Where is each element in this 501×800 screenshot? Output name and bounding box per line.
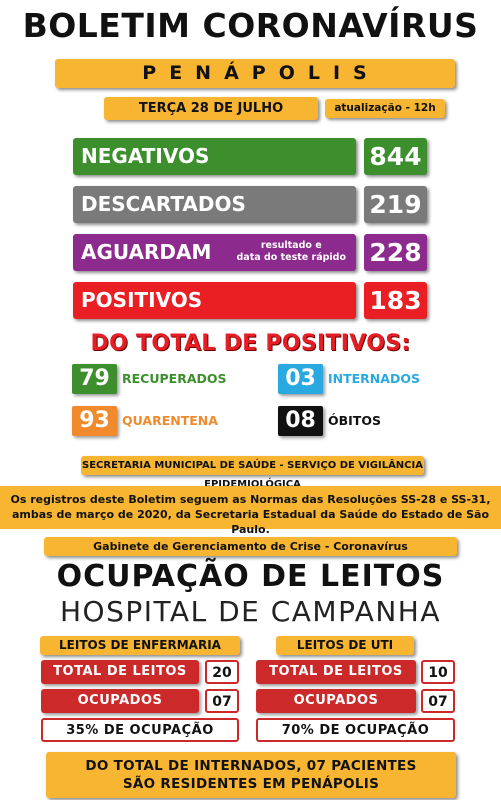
enfermaria-header: LEITOS DE ENFERMARIA (40, 636, 240, 655)
internados-value: 03 (278, 364, 323, 394)
negativos-value: 844 (364, 138, 427, 175)
uti-total-value: 10 (421, 660, 455, 684)
enfermaria-ocupados-value: 07 (205, 689, 239, 713)
normas-line1: Os registros deste Boletim seguem as Nor… (10, 493, 491, 506)
aguardam-note-line2: data do teste rápido (236, 252, 346, 263)
enfermaria-total-label: TOTAL DE LEITOS (41, 660, 199, 684)
uti-header: LEITOS DE UTI (276, 636, 414, 655)
normas-notice: Os registros deste Boletim seguem as Nor… (0, 486, 501, 536)
quarentena-value: 93 (72, 406, 117, 436)
recuperados-label: RECUPERADOS (122, 371, 227, 386)
uti-ocupados-value: 07 (421, 689, 455, 713)
obitos-label: ÓBITOS (328, 413, 381, 428)
aguardam-label: AGUARDAM (81, 240, 212, 264)
uti-ocupacao: 70% DE OCUPAÇÃO (256, 718, 455, 742)
normas-line2: ambas de março de 2020, da Secretaria Es… (11, 508, 490, 536)
beds-title: OCUPAÇÃO DE LEITOS (56, 559, 445, 594)
residents-line1: DO TOTAL DE INTERNADOS, 07 PACIENTES (85, 758, 417, 774)
uti-ocupados-label: OCUPADOS (256, 689, 416, 713)
descartados-label: DESCARTADOS (73, 186, 356, 223)
positivos-label: POSITIVOS (73, 282, 356, 319)
city-banner: PENÁPOLIS (55, 59, 455, 88)
enfermaria-total-value: 20 (205, 660, 239, 684)
uti-total-label: TOTAL DE LEITOS (256, 660, 416, 684)
aguardam-note: resultado e data do teste rápido (236, 240, 346, 264)
enfermaria-ocupacao: 35% DE OCUPAÇÃO (41, 718, 239, 742)
date-badge: TERÇA 28 DE JULHO (104, 97, 318, 120)
positivos-value: 183 (364, 282, 427, 319)
update-time-badge: atualização - 12h (325, 99, 445, 118)
bulletin-title: BOLETIM CORONAVÍRUS (22, 6, 479, 45)
recuperados-value: 79 (72, 364, 117, 394)
positives-heading: DO TOTAL DE POSITIVOS: (90, 331, 411, 356)
aguardam-note-line1: resultado e (260, 240, 322, 251)
negativos-label: NEGATIVOS (73, 138, 356, 175)
quarentena-label: QUARENTENA (122, 413, 218, 428)
residents-line2: SÃO RESIDENTES EM PENÁPOLIS (122, 776, 380, 792)
obitos-value: 08 (278, 406, 323, 436)
gabinete-banner: Gabinete de Gerenciamento de Crise - Cor… (44, 537, 457, 556)
beds-subtitle: HOSPITAL DE CAMPANHA (59, 595, 441, 628)
internados-label: INTERNADOS (328, 371, 420, 386)
enfermaria-ocupados-label: OCUPADOS (41, 689, 199, 713)
secretaria-banner: SECRETARIA MUNICIPAL DE SAÚDE - SERVIÇO … (81, 456, 424, 490)
descartados-value: 219 (364, 186, 427, 223)
aguardam-value: 228 (364, 234, 427, 271)
aguardam-row: AGUARDAM resultado e data do teste rápid… (73, 234, 356, 271)
residents-notice: DO TOTAL DE INTERNADOS, 07 PACIENTES SÃO… (46, 752, 456, 798)
